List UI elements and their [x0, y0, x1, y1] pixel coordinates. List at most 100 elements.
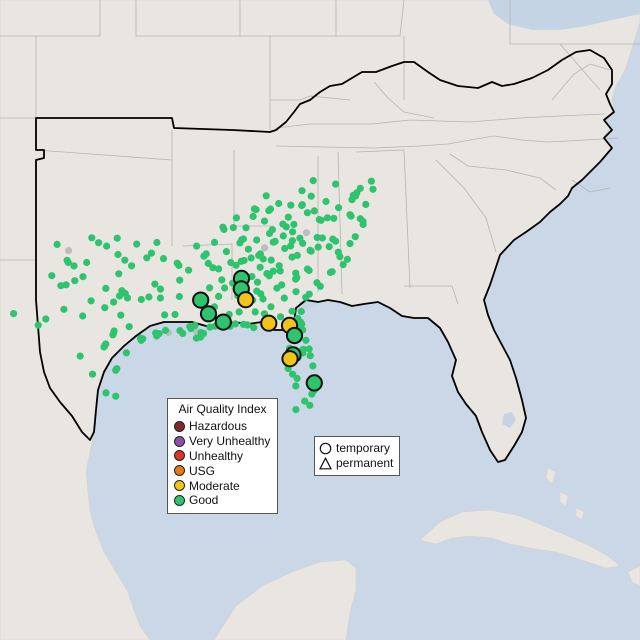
highlighted-monitor-marker — [199, 305, 218, 323]
monitor-marker — [60, 305, 68, 313]
bahamas-land — [545, 467, 585, 521]
monitor-marker — [243, 321, 251, 329]
monitor-marker — [102, 284, 110, 292]
monitor-marker — [288, 237, 296, 245]
great-lake — [488, 0, 640, 30]
monitor-marker — [343, 255, 351, 263]
monitor-marker — [256, 250, 264, 258]
monitor-marker — [369, 185, 377, 193]
monitor-marker — [305, 345, 313, 353]
legend-row-hazardous: Hazardous — [174, 419, 271, 434]
monitor-marker — [269, 238, 277, 246]
very-unhealthy-swatch-icon — [174, 435, 185, 447]
monitor-marker — [115, 270, 123, 278]
monitor-marker — [147, 249, 156, 257]
monitor-marker — [335, 204, 343, 212]
monitor-marker — [253, 278, 262, 286]
monitor-marker — [48, 272, 56, 280]
monitor-marker — [313, 279, 321, 287]
monitor-marker — [242, 224, 250, 232]
monitor-marker — [229, 224, 237, 232]
monitor-marker — [281, 244, 289, 253]
monitor-marker — [112, 392, 120, 400]
monitor-marker — [156, 294, 164, 302]
monitor-marker — [235, 308, 243, 316]
monitor-marker — [247, 254, 255, 262]
monitor-marker — [279, 232, 287, 240]
monitor-marker — [309, 362, 317, 370]
monitor-marker — [137, 295, 145, 304]
monitor-marker — [215, 292, 223, 300]
monitor-marker — [128, 262, 136, 270]
monitor-marker — [346, 240, 354, 248]
monitor-marker — [297, 307, 305, 316]
monitor-marker — [153, 238, 161, 247]
legend-label-usg: USG — [189, 463, 216, 478]
monitor-marker — [330, 214, 338, 222]
monitor-marker — [301, 397, 309, 405]
monitor-marker — [175, 261, 183, 269]
legend-label-unhealthy: Unhealthy — [189, 448, 244, 463]
monitor-marker — [293, 374, 301, 382]
moderate-swatch-icon — [174, 480, 185, 492]
monitor-marker — [317, 216, 325, 224]
monitor-marker — [306, 352, 314, 360]
monitor-marker — [133, 240, 141, 248]
highlighted-monitor-marker — [260, 314, 278, 332]
monitor-marker — [103, 242, 111, 250]
legend-label-temporary: temporary — [336, 441, 391, 456]
small-monitors — [10, 177, 377, 414]
monitor-marker — [114, 250, 122, 259]
monitor-marker — [309, 177, 317, 185]
monitor-marker — [87, 297, 95, 305]
monitor-marker — [275, 199, 283, 208]
monitor-marker — [306, 401, 314, 409]
monitor-marker — [305, 290, 313, 298]
monitor-marker — [206, 323, 214, 331]
monitor-marker — [362, 200, 370, 208]
monitor-marker — [209, 264, 217, 272]
monitor-marker — [322, 197, 330, 206]
legend-label-hazardous: Hazardous — [189, 419, 248, 434]
unhealthy-swatch-icon — [174, 450, 185, 462]
monitor-marker — [289, 228, 297, 236]
yucatan-land — [213, 559, 357, 640]
monitor-marker — [191, 321, 199, 330]
state-borders — [0, 0, 640, 261]
monitor-marker — [161, 311, 169, 319]
monitor-marker — [293, 251, 301, 259]
monitor-marker — [221, 284, 229, 292]
monitor-marker — [267, 303, 275, 311]
triangle-icon — [319, 456, 332, 470]
usg-swatch-icon — [174, 465, 185, 477]
monitor-marker — [248, 272, 256, 281]
lake-okeechobee — [502, 412, 516, 428]
monitor-marker — [232, 214, 240, 222]
monitor-marker — [70, 262, 78, 270]
monitor-marker — [348, 196, 356, 204]
monitor-marker — [42, 315, 50, 323]
monitor-marker — [262, 192, 270, 200]
monitor-marker — [329, 235, 337, 243]
monitor-marker — [83, 258, 91, 267]
monitor-marker — [62, 281, 70, 289]
monitor-marker — [339, 261, 347, 269]
monitor-marker — [325, 243, 333, 251]
legend-row-temporary: temporary — [319, 441, 395, 456]
monitor-marker — [351, 233, 359, 241]
highlighted-monitor-marker — [281, 350, 299, 368]
monitor-marker — [298, 201, 306, 210]
monitor-marker — [215, 265, 223, 273]
monitor-marker — [192, 334, 200, 342]
monitor-marker — [249, 212, 257, 220]
monitor-marker — [240, 256, 248, 265]
legend-label-very-unhealthy: Very Unhealthy — [189, 434, 271, 449]
legend-label-good: Good — [189, 493, 219, 508]
monitor-marker — [263, 270, 271, 278]
monitor-marker — [298, 187, 306, 195]
monitor-marker — [259, 295, 267, 303]
monitor-marker — [88, 234, 96, 242]
monitor-marker — [253, 236, 261, 244]
monitor-marker — [76, 352, 84, 360]
monitor-marker — [280, 294, 288, 302]
